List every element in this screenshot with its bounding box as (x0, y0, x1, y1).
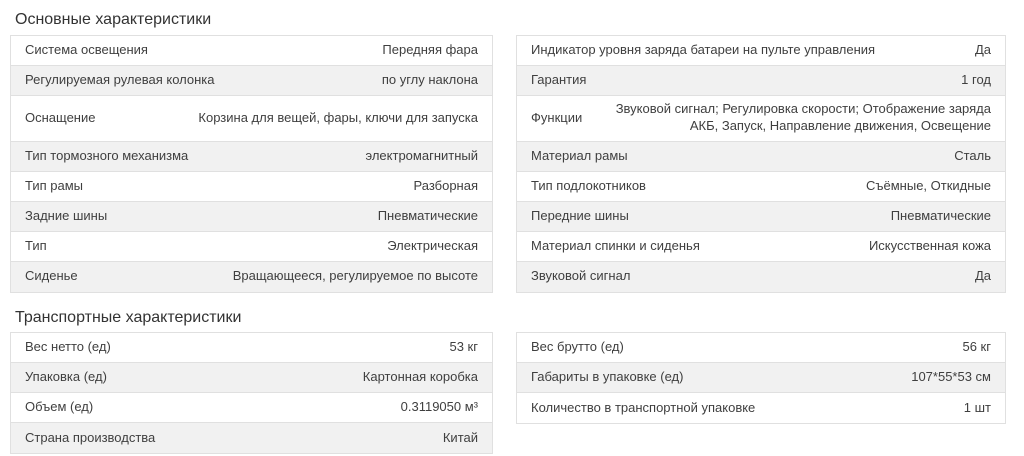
spec-label: Оснащение (25, 109, 96, 125)
spec-value: Да (974, 268, 991, 284)
spec-row: Тип тормозного механизма электромагнитный (11, 141, 492, 172)
spec-table-transport-left: Вес нетто (ед) 53 кг Упаковка (ед) Картонна… (10, 332, 493, 455)
spec-value: Вращающееся, регулируемое по высоте (232, 268, 478, 284)
spec-value: Корзина для вещей, фары, ключи для запус… (198, 109, 478, 125)
spec-label: Тип (25, 237, 47, 253)
spec-value: Звуковой сигнал; Регулировка скорости; О… (615, 101, 991, 134)
spec-value: 1 год (961, 71, 991, 87)
spec-row: Материал спинки и сиденья Искусственная к… (517, 232, 1005, 262)
spec-row: Сиденье Вращающееся, регулируемое по высо… (11, 261, 492, 292)
spec-value: 56 кг (962, 339, 991, 355)
spec-value: Картонная коробка (362, 369, 478, 385)
spec-label: Вес нетто (ед) (25, 339, 111, 355)
section-title-transport: Транспортные характеристики (15, 308, 242, 326)
spec-value: Разборная (413, 177, 479, 193)
spec-row: Материал рамы Сталь (517, 141, 1005, 172)
spec-row: Габариты в упаковке (ед) 107*55*53 см (517, 363, 1005, 394)
spec-label: Сиденье (25, 268, 78, 284)
spec-label: Задние шины (25, 207, 108, 223)
spec-value: Китай (442, 429, 478, 445)
spec-value: Электрическая (387, 237, 478, 253)
spec-row: Страна производства Китай (11, 423, 492, 454)
spec-row: Тип рамы Разборная (11, 172, 492, 202)
spec-value: Искусственная кожа (868, 237, 991, 253)
spec-value: Пневматические (377, 207, 478, 223)
spec-label: Функции (531, 109, 583, 125)
spec-table-main-right: Индикатор уровня заряда батареи на пульт… (516, 34, 1006, 293)
spec-table-transport-right: Вес брутто (ед) 56 кг Габариты в упаковке … (516, 332, 1006, 425)
spec-label: Количество в транспортной упаковке (531, 399, 756, 415)
spec-row: Упаковка (ед) Картонная коробка (11, 363, 492, 394)
spec-row: Индикатор уровня заряда батареи на пульт… (517, 36, 1005, 66)
spec-row: Регулируемая рулевая колонка по углу накл… (11, 65, 492, 96)
spec-value: Передняя фара (382, 41, 478, 57)
section-title-main: Основные характеристики (15, 11, 212, 28)
spec-row: Гарантия 1 год (517, 65, 1005, 96)
spec-value: 107*55*53 см (911, 369, 991, 385)
spec-row: Тип подлокотников Съёмные, Откидные (517, 172, 1005, 202)
spec-table-main-left: Система освещения Передняя фара Регулируем… (10, 34, 493, 293)
spec-row: Задние шины Пневматические (11, 201, 492, 232)
spec-row: Количество в транспортной упаковке 1 шт (517, 393, 1005, 423)
specs-columns: Система освещения Передняя фара Регулируем… (10, 34, 1006, 293)
spec-label: Регулируемая рулевая колонка (25, 71, 215, 87)
spec-row: Вес брутто (ед) 56 кг (517, 333, 1005, 364)
spec-value: Пневматические (890, 207, 991, 223)
spec-label: Вес брутто (ед) (531, 339, 624, 355)
spec-label: Материал спинки и сиденья (531, 237, 700, 253)
spec-row: Оснащение Корзина для вещей, фары, ключи … (11, 96, 492, 142)
spec-value: по углу наклона (381, 71, 478, 87)
spec-value: электромагнитный (365, 147, 479, 163)
spec-value: 53 кг (449, 339, 478, 355)
spec-label: Гарантия (531, 71, 587, 87)
spec-label: Упаковка (ед) (25, 369, 107, 385)
spec-row: Передние шины Пневматические (517, 201, 1005, 232)
spec-label: Индикатор уровня заряда батареи на пульт… (531, 41, 876, 57)
spec-value: 0.3119050 м³ (400, 399, 478, 415)
spec-label: Система освещения (25, 41, 148, 57)
spec-label: Тип рамы (25, 177, 84, 193)
spec-row: Объем (ед) 0.3119050 м³ (11, 393, 492, 424)
spec-label: Звуковой сигнал (531, 268, 631, 284)
spec-label: Габариты в упаковке (ед) (531, 369, 684, 385)
spec-label: Передние шины (531, 207, 629, 223)
spec-value: Съёмные, Откидные (865, 177, 991, 193)
spec-label: Тип тормозного механизма (25, 147, 189, 163)
spec-row: Звуковой сигнал Да (517, 261, 1005, 292)
section-transport-specs: Транспортные характеристики Вес нетто (е… (10, 309, 1006, 455)
spec-value: Сталь (954, 147, 991, 163)
spec-row: Функции Звуковой сигнал; Регулировка скор… (517, 96, 1005, 142)
product-specs-page: Основные характеристики Система освещени… (0, 11, 1024, 455)
spec-row: Система освещения Передняя фара (11, 36, 492, 66)
spec-label: Страна производства (25, 429, 156, 445)
spec-value: 1 шт (963, 399, 991, 415)
specs-columns: Вес нетто (ед) 53 кг Упаковка (ед) Картонна… (10, 332, 1006, 455)
spec-value: Да (974, 41, 991, 57)
spec-row: Тип Электрическая (11, 232, 492, 262)
spec-label: Материал рамы (531, 147, 628, 163)
spec-row: Вес нетто (ед) 53 кг (11, 333, 492, 364)
section-main-specs: Основные характеристики Система освещени… (10, 11, 1006, 293)
spec-label: Тип подлокотников (531, 177, 646, 193)
spec-label: Объем (ед) (25, 399, 94, 415)
